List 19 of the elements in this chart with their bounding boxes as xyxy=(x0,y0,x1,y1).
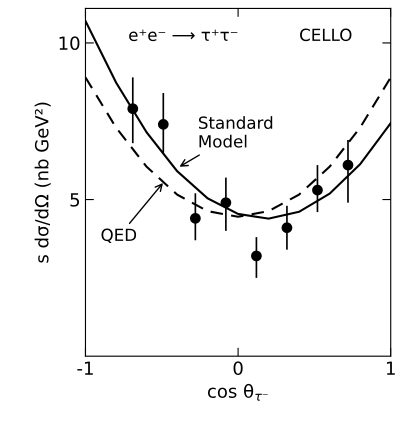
y-axis-title: s dσ/dΩ (nb GeV²) xyxy=(34,102,51,263)
y-tick-label: 5 xyxy=(70,193,80,207)
point xyxy=(312,184,323,196)
x-tick-label: 1 xyxy=(386,362,395,375)
point xyxy=(220,197,232,208)
point xyxy=(190,212,201,224)
annotation: e⁺e⁻ ⟶ τ⁺τ⁻ xyxy=(129,30,238,42)
x-tick-label: 0 xyxy=(234,361,243,375)
point xyxy=(342,160,354,170)
x-tick-label: -1 xyxy=(77,362,93,375)
point xyxy=(251,250,262,262)
point xyxy=(282,222,292,234)
annotation: Standard Model xyxy=(198,116,272,148)
y-tick-label: 10 xyxy=(60,36,80,50)
annotation: CELLO xyxy=(300,28,352,42)
annotation: QED xyxy=(102,228,136,244)
point xyxy=(127,103,138,114)
point xyxy=(158,119,169,130)
x-axis-title: cos θ$_{τ⁻}$ xyxy=(208,384,268,401)
